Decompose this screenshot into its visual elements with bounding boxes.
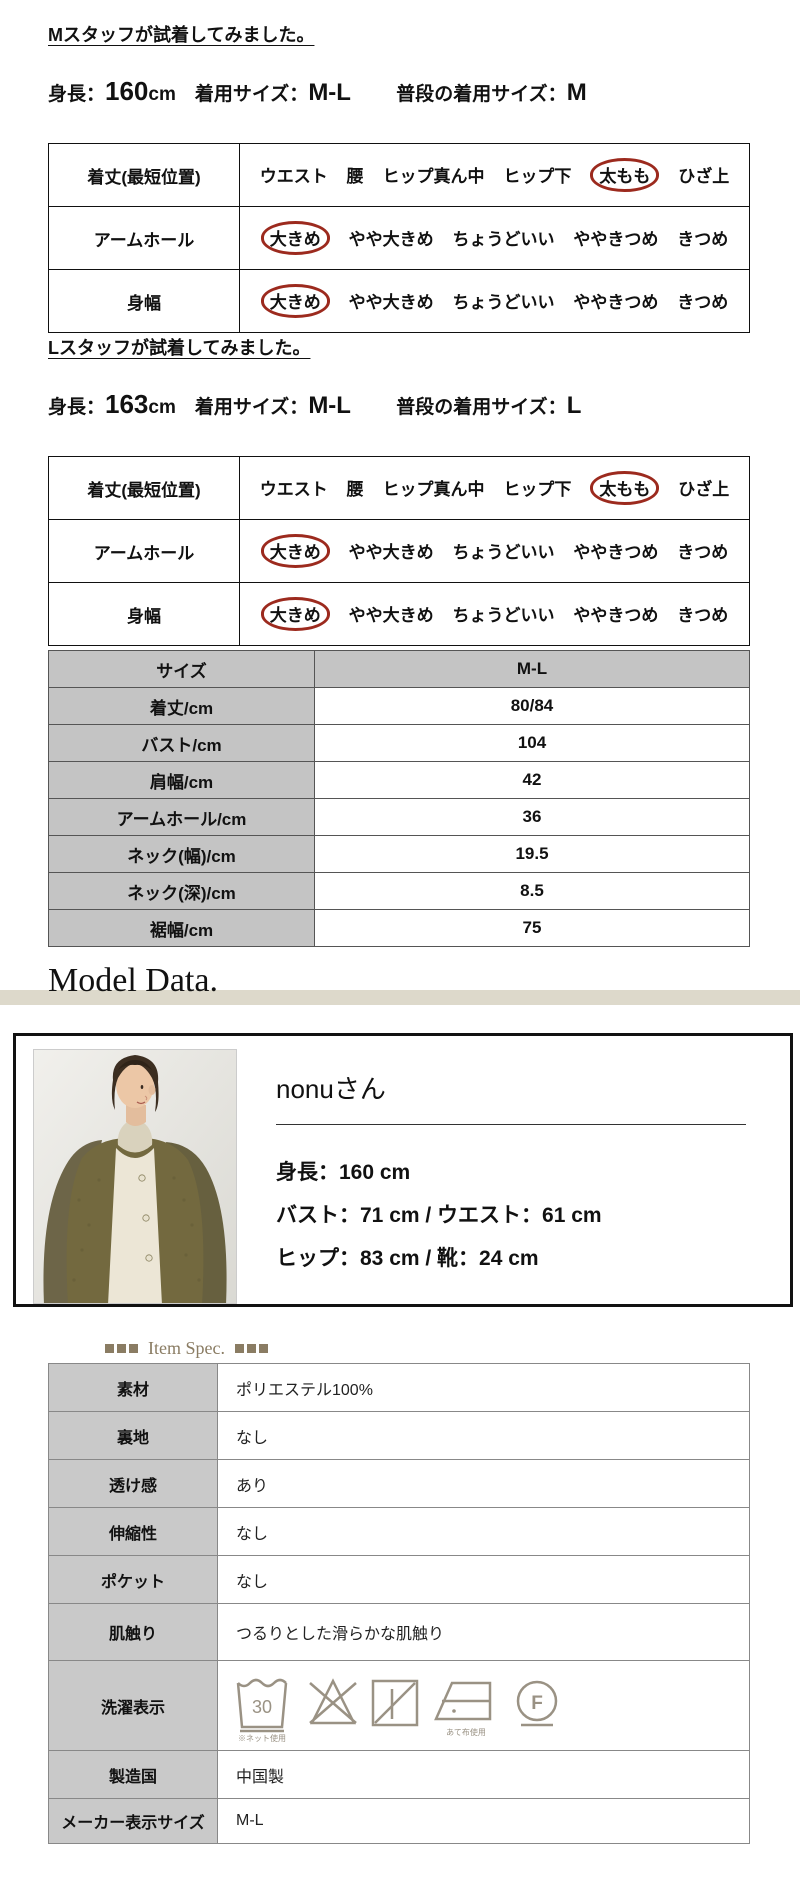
svg-text:あて布使用: あて布使用 [446, 1727, 486, 1737]
svg-text:30: 30 [252, 1697, 272, 1717]
svg-text:※ネット使用: ※ネット使用 [238, 1733, 286, 1743]
svg-text:F: F [531, 1693, 543, 1714]
